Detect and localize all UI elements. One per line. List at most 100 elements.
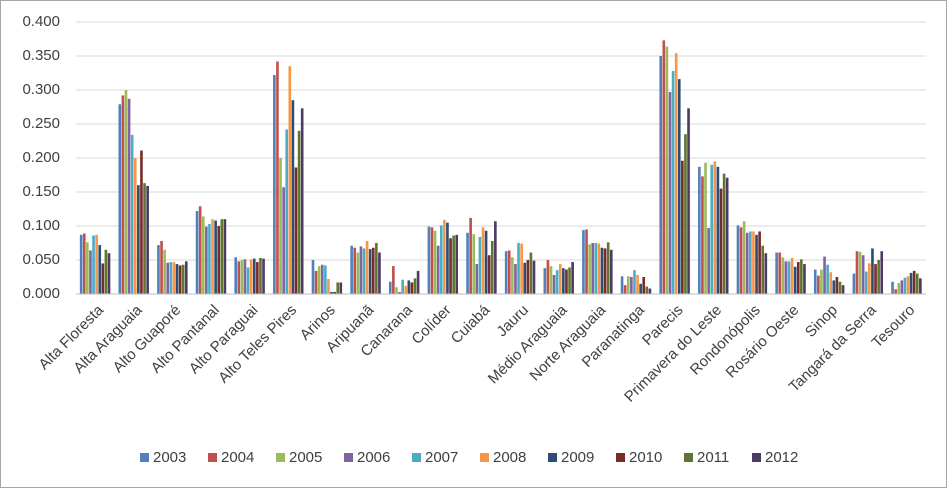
bar bbox=[430, 227, 434, 294]
bar bbox=[294, 167, 298, 294]
bar bbox=[466, 232, 469, 294]
bar bbox=[362, 248, 366, 294]
legend-label: 2007 bbox=[425, 449, 458, 466]
bar bbox=[433, 230, 437, 294]
bar bbox=[330, 291, 333, 294]
bar bbox=[716, 166, 720, 294]
bar bbox=[234, 257, 238, 294]
bar bbox=[600, 247, 604, 294]
bar bbox=[668, 92, 672, 294]
bar bbox=[311, 260, 315, 294]
bar bbox=[633, 270, 636, 294]
bar bbox=[594, 243, 598, 294]
bar bbox=[195, 211, 199, 294]
bar bbox=[687, 108, 690, 294]
bar bbox=[585, 229, 588, 294]
bar bbox=[778, 252, 782, 294]
bar bbox=[784, 261, 788, 294]
bar bbox=[674, 53, 678, 294]
bar bbox=[591, 243, 595, 294]
bar bbox=[285, 129, 289, 294]
legend-label: 2004 bbox=[221, 449, 254, 466]
bar bbox=[520, 243, 523, 294]
bar bbox=[211, 219, 214, 294]
bar bbox=[562, 268, 565, 294]
bar bbox=[98, 245, 102, 294]
bar bbox=[620, 276, 624, 294]
bar bbox=[130, 134, 134, 294]
bar bbox=[163, 249, 166, 294]
bar bbox=[220, 219, 224, 294]
bar bbox=[787, 261, 791, 294]
bar bbox=[796, 262, 800, 294]
bar bbox=[217, 226, 221, 294]
legend-label: 2008 bbox=[493, 449, 526, 466]
bar bbox=[104, 249, 108, 294]
bar bbox=[707, 228, 710, 294]
bar bbox=[701, 176, 704, 294]
bar bbox=[137, 185, 140, 294]
bar bbox=[246, 267, 250, 294]
bar bbox=[523, 262, 527, 294]
bar bbox=[291, 100, 295, 294]
bar bbox=[552, 274, 556, 294]
bar bbox=[858, 251, 862, 294]
bar bbox=[864, 271, 868, 294]
bar bbox=[401, 279, 404, 294]
bar bbox=[169, 262, 173, 294]
y-tick-label: 0.250 bbox=[22, 115, 60, 132]
bar bbox=[262, 258, 265, 294]
bar bbox=[749, 231, 752, 294]
bar bbox=[841, 285, 845, 294]
bar bbox=[742, 221, 746, 294]
legend-swatch bbox=[276, 453, 285, 462]
bar bbox=[181, 264, 185, 294]
bar bbox=[906, 276, 910, 294]
bar bbox=[514, 264, 517, 294]
bar bbox=[324, 265, 327, 294]
bar bbox=[449, 238, 452, 294]
bar bbox=[86, 242, 89, 294]
bar bbox=[395, 287, 398, 294]
bar bbox=[127, 98, 131, 294]
bar bbox=[609, 249, 613, 294]
bar bbox=[237, 261, 241, 294]
bar bbox=[356, 252, 360, 294]
bar bbox=[198, 206, 202, 294]
bar bbox=[871, 248, 874, 294]
legend-label: 2006 bbox=[357, 449, 390, 466]
bar bbox=[874, 264, 877, 294]
bar bbox=[478, 236, 482, 294]
bar bbox=[436, 245, 440, 294]
bar bbox=[487, 255, 491, 294]
bar bbox=[157, 245, 160, 294]
bar bbox=[124, 90, 128, 294]
bar bbox=[89, 250, 92, 294]
bar bbox=[659, 56, 663, 294]
bar bbox=[273, 75, 276, 294]
bar bbox=[826, 264, 829, 294]
bar bbox=[639, 283, 642, 294]
bar bbox=[877, 260, 880, 294]
bar bbox=[835, 277, 839, 294]
bar bbox=[897, 283, 901, 294]
bar bbox=[781, 257, 785, 294]
bar bbox=[297, 130, 301, 294]
bar bbox=[719, 188, 723, 294]
legend-label: 2010 bbox=[629, 449, 662, 466]
bar bbox=[565, 269, 568, 294]
bar bbox=[404, 285, 408, 294]
bar bbox=[455, 234, 459, 294]
bar bbox=[758, 231, 761, 294]
bar bbox=[240, 260, 244, 294]
bar bbox=[597, 243, 601, 294]
bar bbox=[900, 280, 904, 294]
bar bbox=[775, 252, 778, 294]
legend-swatch bbox=[548, 453, 557, 462]
bar bbox=[416, 270, 420, 294]
bar bbox=[333, 291, 336, 294]
bar bbox=[681, 160, 684, 294]
bar bbox=[439, 225, 443, 294]
legend-label: 2011 bbox=[697, 449, 729, 466]
